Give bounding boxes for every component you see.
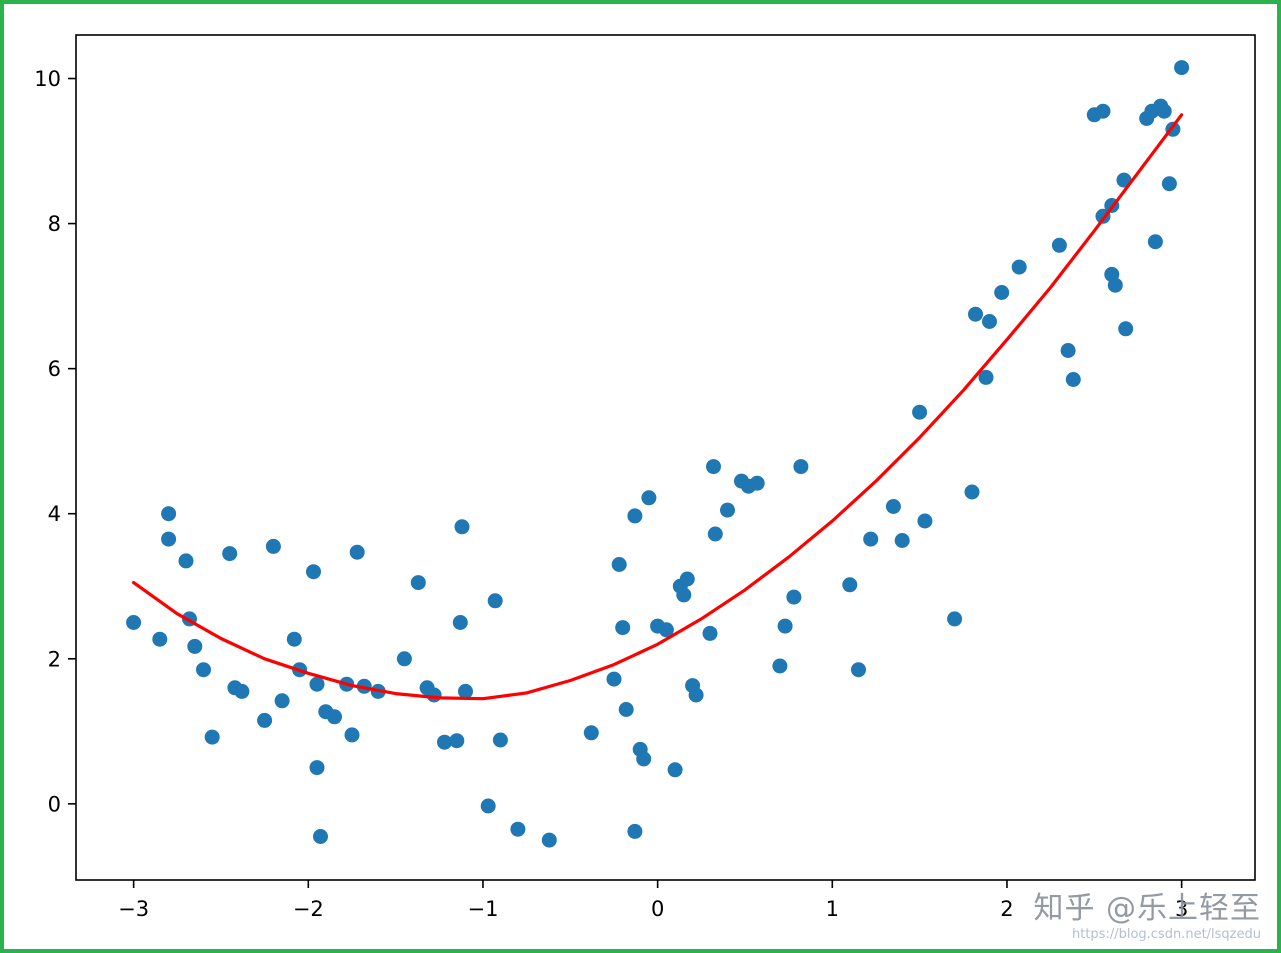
svg-text:2: 2	[1000, 897, 1013, 921]
figure-canvas: −3 −2 −1 0 1 2 3 0 2 4 6 8 10 知乎 @乐上轻至 https://blog.…	[4, 4, 1277, 949]
svg-text:0: 0	[651, 897, 664, 921]
svg-text:−2: −2	[293, 897, 324, 921]
svg-text:10: 10	[34, 67, 61, 91]
svg-text:1: 1	[826, 897, 839, 921]
svg-text:6: 6	[48, 357, 61, 381]
svg-text:2: 2	[48, 647, 61, 671]
svg-text:0: 0	[48, 792, 61, 816]
svg-text:3: 3	[1175, 897, 1188, 921]
svg-text:8: 8	[48, 212, 61, 236]
svg-text:4: 4	[48, 502, 61, 526]
svg-text:−1: −1	[467, 897, 498, 921]
svg-text:−3: −3	[118, 897, 149, 921]
scatter-plot: −3 −2 −1 0 1 2 3 0 2 4 6 8 10	[4, 4, 1277, 949]
